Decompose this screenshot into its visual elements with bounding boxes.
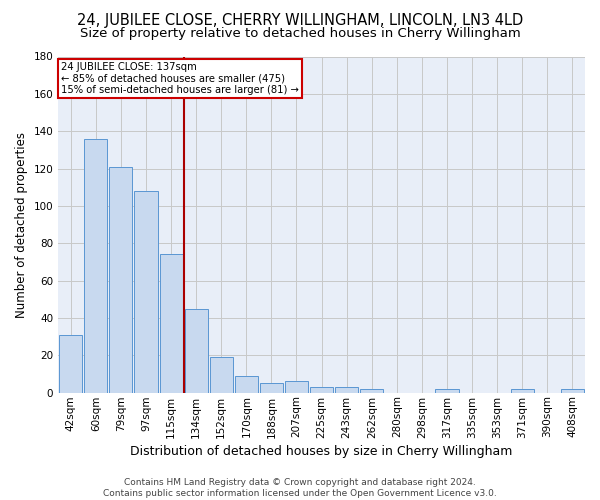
Bar xyxy=(209,357,233,392)
Text: 24, JUBILEE CLOSE, CHERRY WILLINGHAM, LINCOLN, LN3 4LD: 24, JUBILEE CLOSE, CHERRY WILLINGHAM, LI… xyxy=(77,12,523,28)
Bar xyxy=(285,382,308,392)
Bar xyxy=(511,389,534,392)
Text: 24 JUBILEE CLOSE: 137sqm
← 85% of detached houses are smaller (475)
15% of semi-: 24 JUBILEE CLOSE: 137sqm ← 85% of detach… xyxy=(61,62,299,94)
Bar xyxy=(109,166,133,392)
Text: Size of property relative to detached houses in Cherry Willingham: Size of property relative to detached ho… xyxy=(80,28,520,40)
X-axis label: Distribution of detached houses by size in Cherry Willingham: Distribution of detached houses by size … xyxy=(130,444,513,458)
Bar xyxy=(59,335,82,392)
Bar xyxy=(436,389,458,392)
Bar xyxy=(561,389,584,392)
Bar xyxy=(84,138,107,392)
Bar xyxy=(160,254,182,392)
Bar xyxy=(360,389,383,392)
Bar xyxy=(310,387,333,392)
Text: Contains HM Land Registry data © Crown copyright and database right 2024.
Contai: Contains HM Land Registry data © Crown c… xyxy=(103,478,497,498)
Bar xyxy=(185,308,208,392)
Bar xyxy=(335,387,358,392)
Bar xyxy=(260,384,283,392)
Bar xyxy=(134,191,158,392)
Y-axis label: Number of detached properties: Number of detached properties xyxy=(15,132,28,318)
Bar xyxy=(235,376,258,392)
